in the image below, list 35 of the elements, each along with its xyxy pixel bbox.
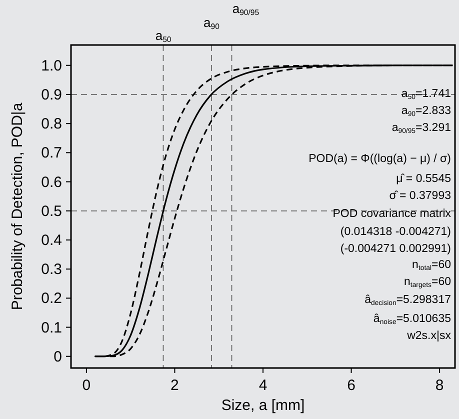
annotation: a$_{50}$=1.741: [401, 88, 451, 102]
annotation: μ̂ = 0.5545: [396, 173, 451, 185]
y-tick-label: 0.4: [41, 232, 62, 249]
annotation: (0.014318 -0.004271): [340, 226, 452, 238]
annotation: n$_{total}$=60: [412, 259, 451, 272]
y-tick-label: 0.2: [41, 290, 62, 308]
annotation: a$_{90}$=2.833: [401, 105, 451, 118]
x-axis-title: Size, a [mm]: [221, 397, 305, 414]
annotation: â$_{noise}$=5.010635: [373, 313, 451, 326]
annotation: â$_{decision}$=5.298317: [364, 294, 451, 308]
y-tick-label: 0.5: [41, 202, 62, 220]
y-tick-label: 1.0: [41, 57, 62, 74]
x-tick-label: 6: [347, 377, 356, 394]
ref-line-label: a$_{90/95}$: [232, 1, 260, 18]
y-tick-label: 0.3: [41, 261, 62, 278]
annotation: a$_{90/95}$=3.291: [392, 122, 451, 136]
y-axis-title: Probability of Detection, POD|a: [9, 102, 26, 310]
y-tick-label: 0.8: [41, 116, 62, 133]
y-tick-label: 0.9: [41, 86, 62, 104]
annotation: σ̂ = 0.37993: [389, 190, 451, 202]
y-tick-label: 0.1: [41, 319, 62, 336]
annotation: n$_{targets}$=60: [404, 276, 451, 290]
x-tick-label: 4: [258, 377, 268, 394]
y-tick-label: 0.7: [41, 144, 62, 162]
ref-line-label: a$_{90}$: [204, 15, 220, 32]
x-tick-label: 0: [82, 377, 91, 394]
y-tick-label: 0: [54, 348, 62, 366]
x-tick-label: 2: [170, 377, 179, 394]
annotation: POD(a) = Φ((log(a) − μ) / σ): [308, 153, 452, 165]
y-tick-label: 0.6: [41, 174, 62, 191]
annotation: POD covariance matrix: [332, 208, 452, 220]
annotation: (-0.004271 0.002991): [340, 243, 452, 255]
x-tick-label: 8: [435, 377, 444, 394]
ref-line-label: a$_{50}$: [155, 28, 172, 44]
annotation: w2s.x|sx: [406, 330, 452, 342]
